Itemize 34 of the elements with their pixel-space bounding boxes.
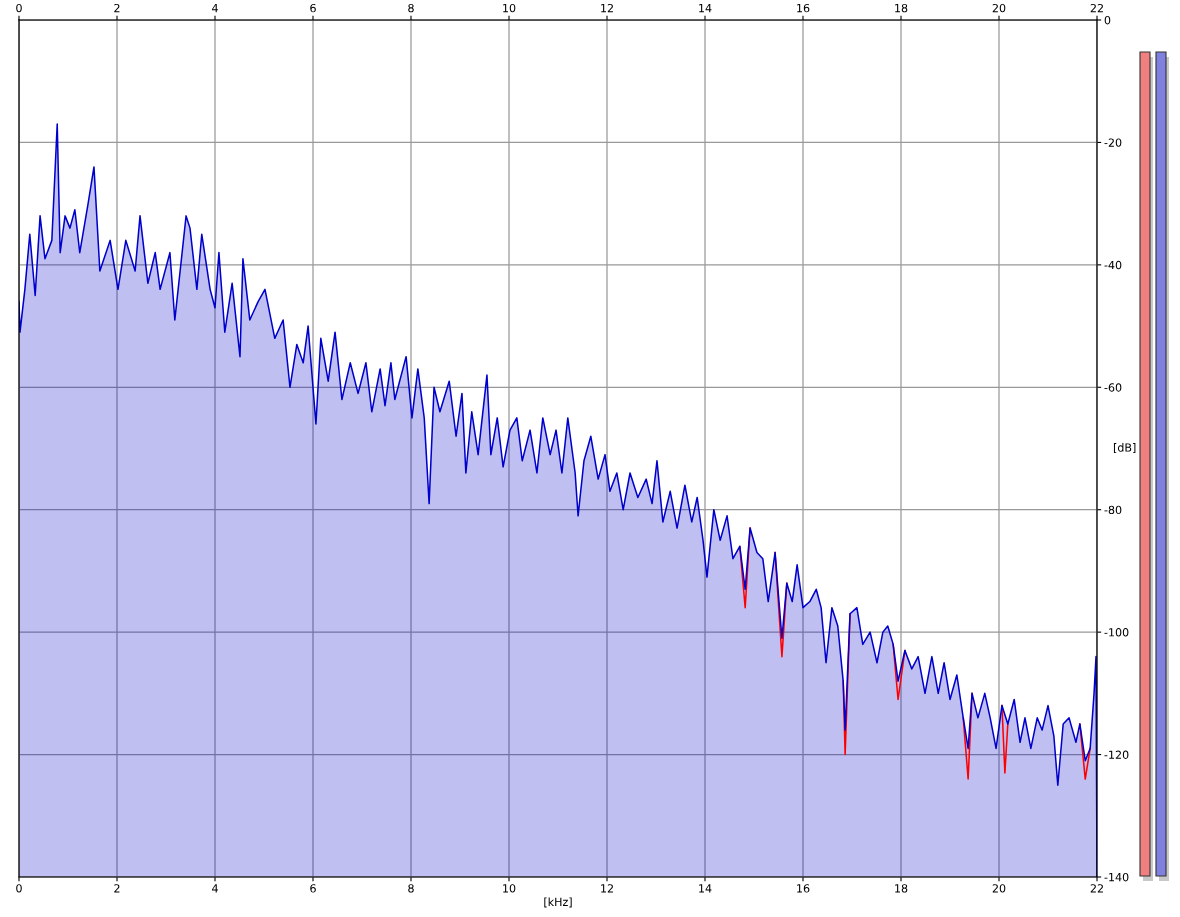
- x2-tick-label: 12: [601, 3, 613, 13]
- x-tick-label: 14: [699, 884, 712, 893]
- x2-tick-label: 0: [16, 3, 22, 13]
- x-tick-label: 10: [503, 884, 516, 893]
- x-tick-label: 18: [895, 884, 908, 893]
- x2-tick-label: 6: [310, 3, 316, 13]
- x2-tick-label: 4: [212, 4, 218, 13]
- x2-tick-label: 18: [895, 3, 908, 13]
- y-tick-label: -140: [1104, 872, 1129, 882]
- y-tick-label: -120: [1104, 750, 1129, 759]
- x-tick-label: 0: [16, 884, 22, 893]
- y-tick-label: -60: [1104, 383, 1122, 392]
- y-tick-label: -20: [1104, 138, 1122, 147]
- x-tick-label: 12: [601, 884, 613, 893]
- x-tick-label: 8: [408, 884, 414, 893]
- x-tick-label: 22: [1090, 884, 1103, 893]
- x2-tick-label: 16: [797, 3, 810, 13]
- x2-tick-label: 2: [114, 3, 120, 13]
- x2-tick-label: 20: [992, 3, 1006, 13]
- x-axis-title: [kHz]: [544, 897, 572, 908]
- y-tick-label: 0: [1104, 15, 1111, 25]
- x-tick-label: 20: [992, 884, 1006, 893]
- y-tick-label: -40: [1104, 260, 1122, 270]
- x2-tick-label: 22: [1090, 3, 1103, 13]
- x2-tick-label: 14: [699, 4, 712, 13]
- y-tick-label: -80: [1104, 505, 1122, 515]
- x2-tick-label: 8: [408, 3, 414, 13]
- x-tick-label: 2: [114, 884, 120, 893]
- x-tick-label: 16: [797, 884, 810, 893]
- y-tick-label: -100: [1104, 628, 1129, 637]
- x-tick-label: 6: [310, 884, 316, 893]
- x2-tick-label: 10: [503, 3, 516, 13]
- x-tick-label: 4: [212, 884, 218, 893]
- y-axis-title: [dB]: [1113, 443, 1136, 454]
